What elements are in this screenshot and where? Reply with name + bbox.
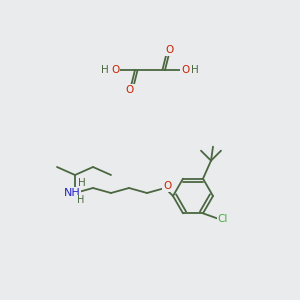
Text: O: O (163, 181, 171, 191)
Text: Cl: Cl (218, 214, 228, 224)
Text: H: H (78, 178, 86, 188)
Text: O: O (111, 65, 119, 75)
Text: O: O (181, 65, 189, 75)
Text: H: H (101, 65, 109, 75)
Text: O: O (126, 85, 134, 95)
Text: O: O (166, 45, 174, 55)
Text: NH: NH (64, 188, 80, 198)
Text: H: H (77, 195, 85, 205)
Text: H: H (191, 65, 199, 75)
